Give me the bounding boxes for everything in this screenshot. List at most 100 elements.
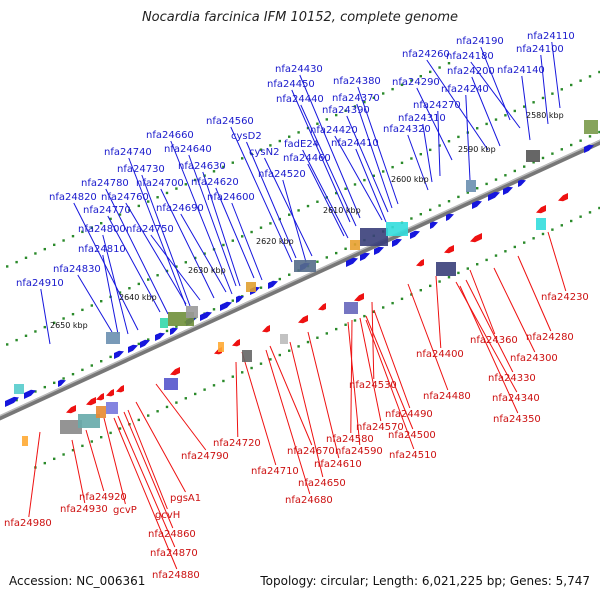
gene-feature-box: [106, 402, 118, 414]
scale-dot: [147, 414, 150, 417]
tick-label: 2650 kbp: [50, 321, 88, 330]
minus-strand-gene: [232, 339, 240, 347]
upper-gene-label: nfa24420: [310, 125, 358, 136]
scale-dot: [457, 271, 460, 275]
upper-gene-label: nfa24320: [383, 124, 431, 135]
scale-dot: [560, 148, 563, 151]
scale-dot: [278, 277, 281, 281]
tick-label: 2580 kbp: [526, 111, 564, 120]
tick-label: 2640 kbp: [119, 293, 157, 302]
gene-feature-box: [294, 260, 316, 272]
scale-dot: [325, 332, 328, 335]
scale-dot: [109, 217, 112, 221]
lower-gene-label: nfa24480: [423, 391, 471, 402]
minus-strand-gene: [354, 293, 364, 302]
lower-leader-line: [71, 439, 86, 504]
upper-gene-label: nfa24430: [275, 64, 323, 75]
scale-dot: [297, 209, 300, 212]
upper-gene-label: nfa24760: [101, 192, 149, 203]
upper-leader-line: [40, 288, 51, 345]
plus-strand-gene: [488, 191, 500, 201]
scale-dot: [372, 96, 375, 100]
lower-leader-line: [435, 275, 442, 349]
scale-dot: [466, 267, 469, 270]
scale-dot: [165, 191, 169, 195]
scale-dot: [353, 319, 357, 322]
scale-dot: [43, 385, 46, 389]
scale-dot: [485, 182, 488, 186]
kbp-ticks: 2580 kbp 2590 kbp 2600 kbp 2610 kbp 2620 kbp…: [50, 111, 564, 330]
scale-dot: [532, 161, 535, 164]
scale-dot: [34, 252, 37, 255]
upper-gene-label: nfa24810: [78, 244, 126, 255]
scale-dot: [71, 312, 75, 316]
scale-dot: [476, 187, 479, 190]
scale-dot: [156, 410, 159, 413]
scale-dot: [598, 70, 600, 74]
scale-dot: [570, 143, 573, 147]
upper-gene-label: fadE24: [284, 139, 319, 150]
scale-dot: [551, 228, 554, 231]
plus-strand-gene: [114, 350, 124, 359]
gene-feature-box: [60, 420, 82, 434]
tick-label: 2610 kbp: [323, 206, 361, 215]
scale-dot: [579, 139, 582, 142]
scale-dot: [24, 256, 28, 259]
lower-leader-line: [469, 269, 496, 335]
plus-strand-gene: [446, 213, 454, 221]
upper-leader-line: [346, 115, 389, 213]
upper-gene-label: nfa24700: [136, 178, 184, 189]
gene-feature-box: [78, 414, 100, 428]
scale-dot: [504, 250, 507, 253]
scale-dot: [588, 135, 592, 138]
scale-dot: [15, 398, 18, 402]
gene-feature-box: [22, 436, 28, 446]
scale-dot: [457, 135, 460, 139]
scale-dot: [43, 247, 46, 251]
scale-dot: [288, 135, 291, 138]
lower-leader-line: [365, 315, 414, 430]
lower-leader-line: [347, 321, 361, 446]
scale-dot: [53, 321, 56, 325]
scale-dot: [316, 336, 319, 339]
scale-dot: [410, 217, 413, 220]
scale-dot: [90, 304, 93, 307]
scale-dot: [391, 165, 394, 169]
upper-gene-label: nfa24200: [447, 66, 495, 77]
upper-gene-label: nfa24770: [83, 205, 131, 216]
lower-gene-label: nfa24510: [389, 450, 437, 461]
scale-dot: [100, 300, 103, 303]
scale-dot: [137, 342, 140, 346]
upper-leader-line: [422, 123, 433, 183]
upper-leader-line: [521, 75, 531, 141]
plus-strand-gene: [410, 230, 420, 239]
scale-dot: [288, 213, 291, 216]
scale-dot: [485, 122, 488, 126]
upper-leader-line: [128, 157, 187, 307]
scale-dot: [43, 461, 46, 465]
minus-strand-gene: [170, 367, 180, 376]
upper-leader-line: [202, 171, 241, 287]
scale-dot: [429, 148, 432, 152]
scale-dot: [53, 381, 56, 385]
scale-dot: [588, 75, 592, 78]
scale-dot: [222, 379, 225, 383]
scale-dot: [523, 165, 526, 168]
upper-gene-label: nfa24410: [331, 138, 379, 149]
gene-feature-box: [526, 150, 540, 162]
upper-leader-line: [470, 61, 521, 129]
scale-dot: [363, 314, 366, 318]
upper-leader-line: [426, 59, 489, 151]
scale-dot: [419, 152, 422, 156]
scale-dot: [541, 232, 545, 236]
upper-leader-line: [299, 74, 361, 219]
scale-dot: [447, 62, 451, 65]
scale-dot: [203, 388, 206, 391]
lower-leader-line: [235, 361, 239, 438]
upper-leader-line: [150, 234, 201, 301]
scale-dot: [241, 371, 244, 374]
scale-dot: [541, 156, 545, 160]
scale-dot: [81, 444, 84, 448]
